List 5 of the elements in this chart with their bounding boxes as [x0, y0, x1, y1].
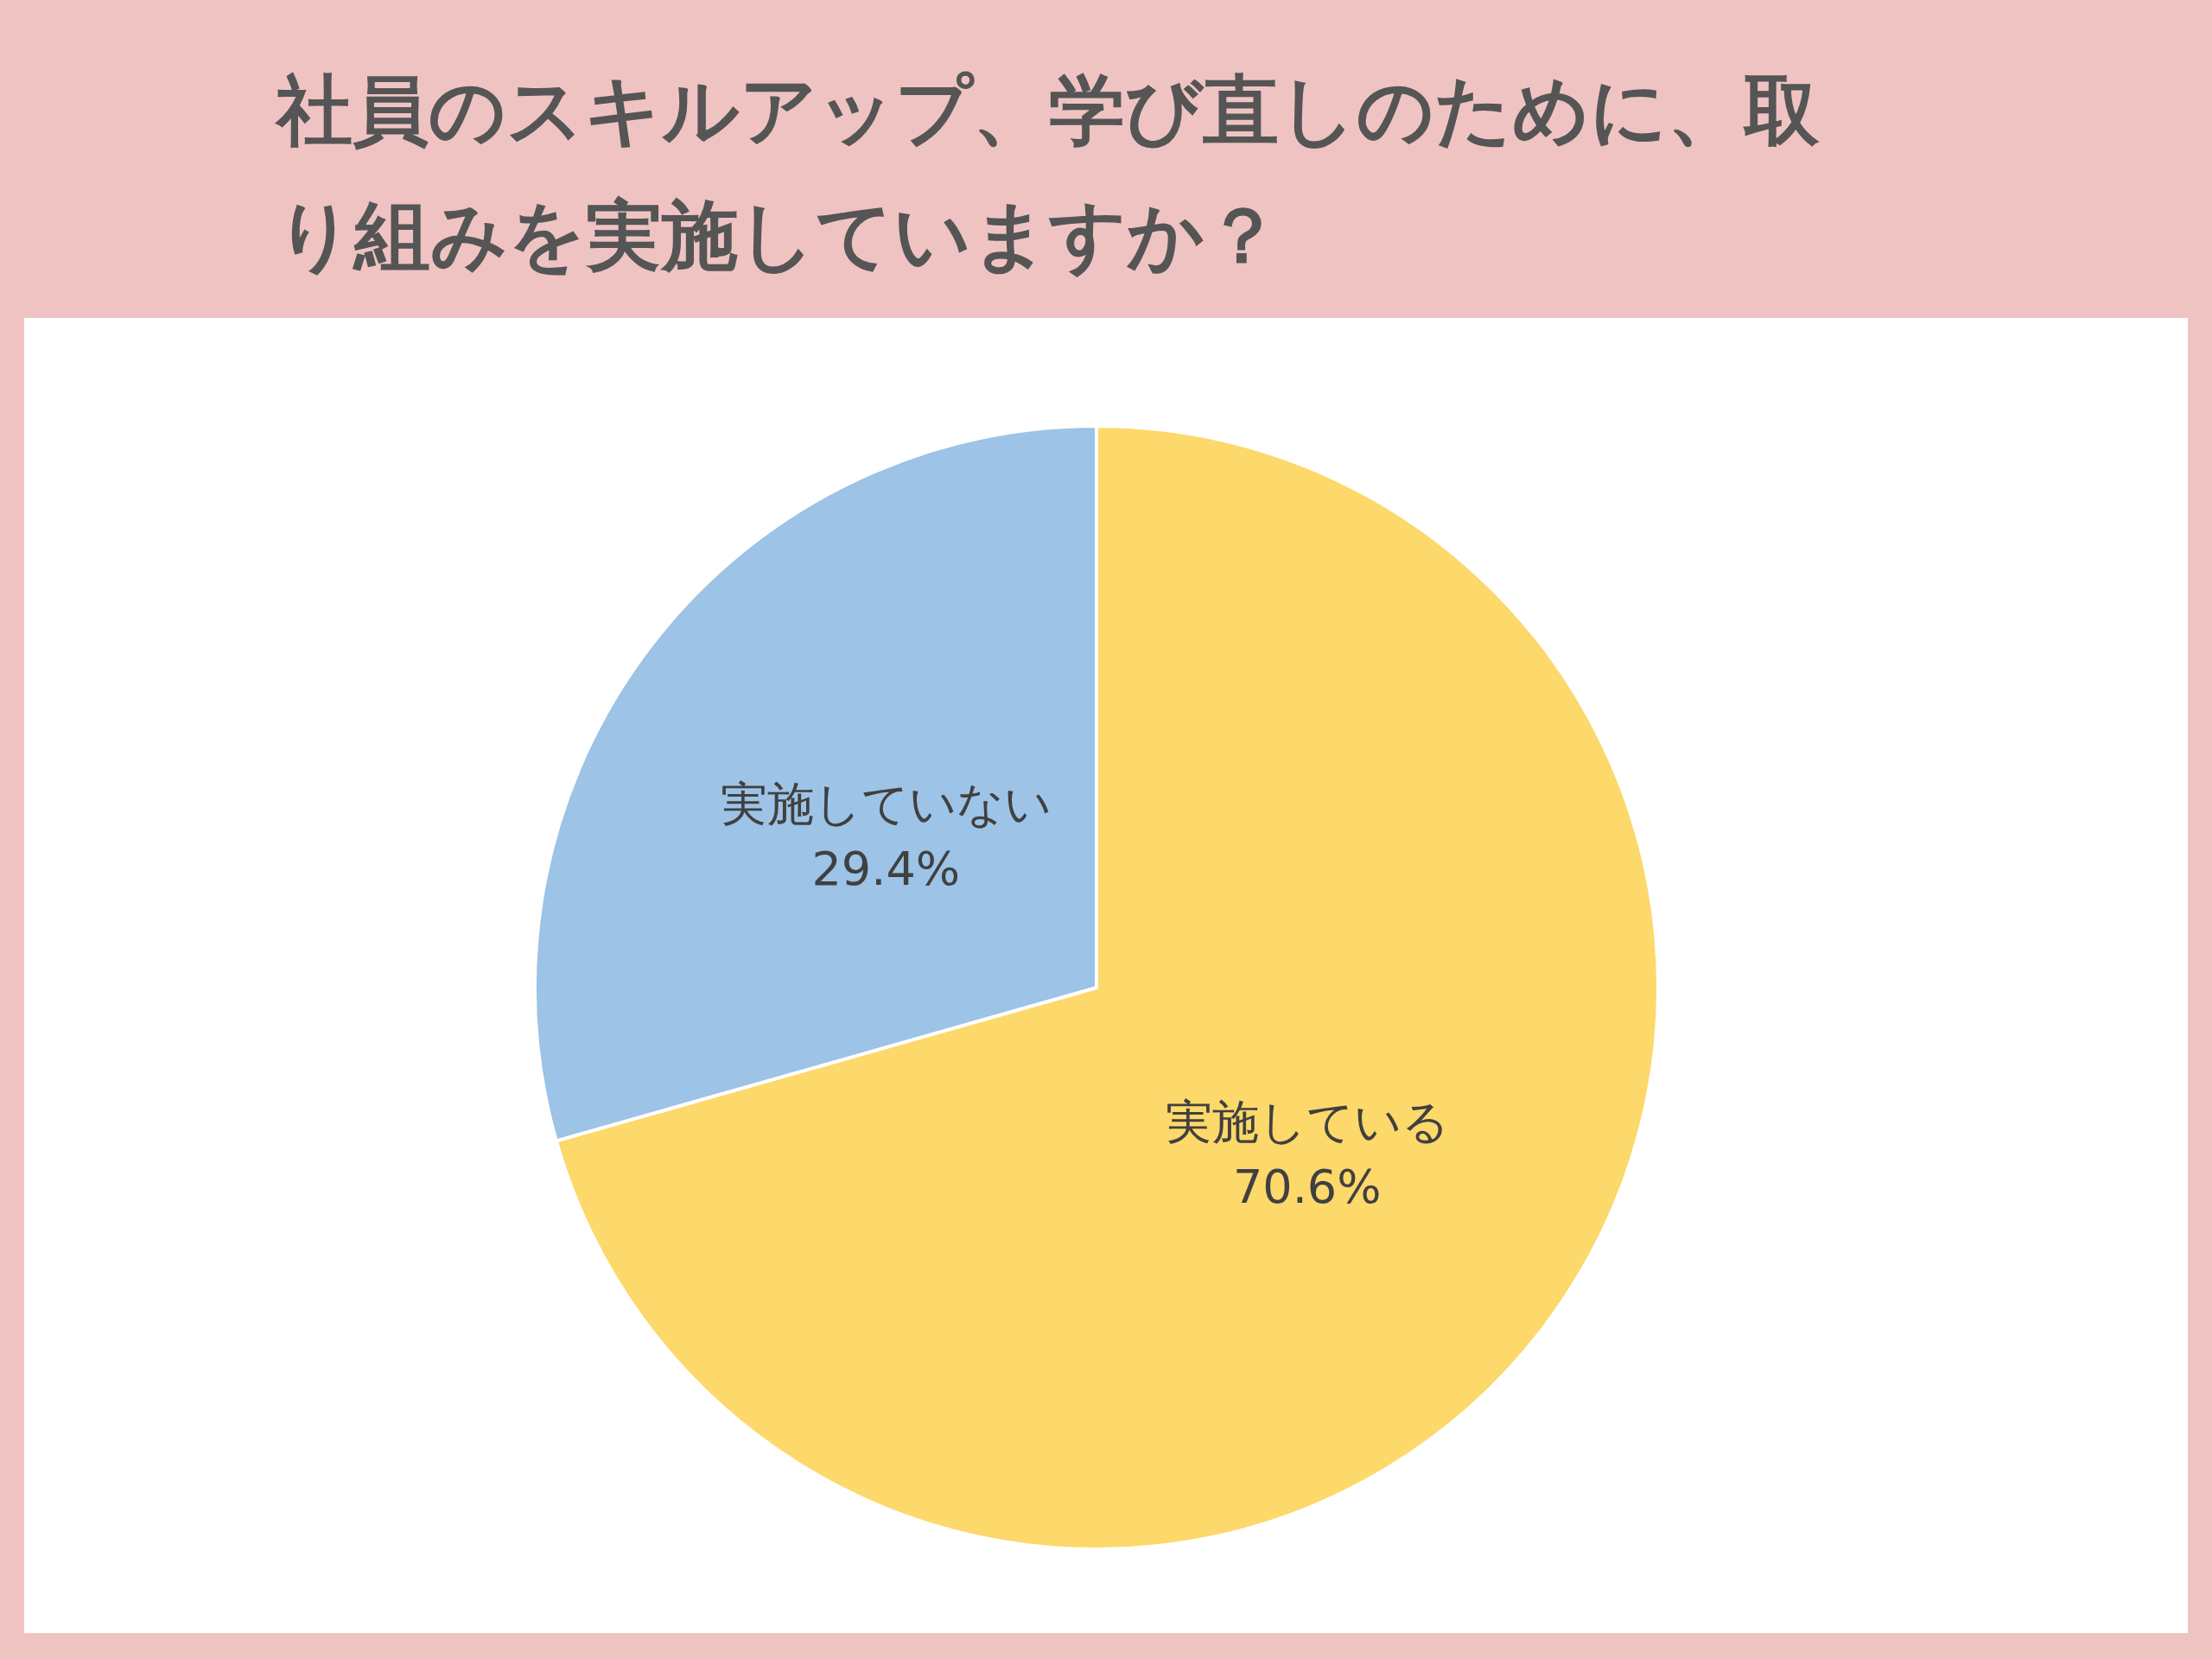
- slice-label: 実施していない: [720, 776, 1052, 831]
- slice-label: 実施している: [1165, 1095, 1449, 1150]
- data-label: 29.4%: [811, 841, 961, 896]
- chart-title: 社員のスキルアップ、学び直しのために、取り組みを実施していますか？: [276, 65, 1821, 282]
- data-label: 70.6%: [1232, 1160, 1382, 1215]
